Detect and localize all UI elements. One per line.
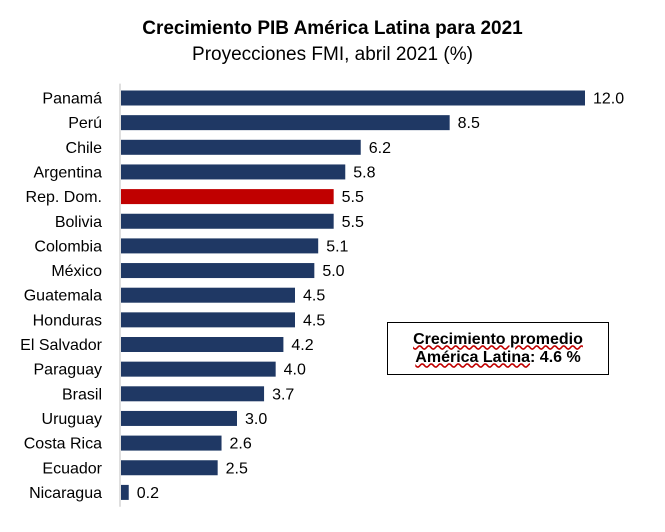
value-label-16: 0.2 xyxy=(137,485,159,502)
bar-5 xyxy=(121,213,334,229)
category-label-11: Paraguay xyxy=(34,362,103,379)
callout-line1: Crecimiento promedio xyxy=(413,330,583,348)
category-label-2: Chile xyxy=(66,140,103,157)
category-label-12: Brasil xyxy=(62,386,102,403)
bar-4 xyxy=(121,189,334,205)
bar-9 xyxy=(121,312,295,328)
category-label-10: El Salvador xyxy=(20,337,102,354)
value-label-14: 2.6 xyxy=(230,436,252,453)
bar-13 xyxy=(121,410,237,426)
callout-line2-value: : 4.6 % xyxy=(530,348,581,366)
bar-8 xyxy=(121,287,295,303)
category-label-3: Argentina xyxy=(34,164,103,181)
category-label-16: Nicaragua xyxy=(29,485,102,502)
callout-line2-region: América Latina xyxy=(415,348,531,366)
chart-title: Crecimiento PIB América Latina para 2021 xyxy=(142,18,523,39)
value-label-11: 4.0 xyxy=(284,362,306,379)
value-label-7: 5.0 xyxy=(322,263,344,280)
chart-subtitle: Proyecciones FMI, abril 2021 (%) xyxy=(192,44,473,65)
value-label-10: 4.2 xyxy=(291,337,313,354)
category-label-15: Ecuador xyxy=(42,460,102,477)
bar-0 xyxy=(121,90,585,106)
category-label-0: Panamá xyxy=(42,91,102,108)
bar-3 xyxy=(121,164,346,180)
category-label-8: Guatemala xyxy=(24,288,102,305)
bar-7 xyxy=(121,263,315,279)
value-label-13: 3.0 xyxy=(245,411,267,428)
category-label-4: Rep. Dom. xyxy=(26,189,102,206)
bar-2 xyxy=(121,139,361,155)
category-label-7: México xyxy=(51,263,102,280)
callout-line2: América Latina: 4.6 % xyxy=(388,349,608,367)
value-label-1: 8.5 xyxy=(458,115,480,132)
bars-group: Panamá 12.0 Perú 8.5 Chile 6.2 Argentina 5.8 Rep… xyxy=(20,83,624,507)
bar-12 xyxy=(121,386,265,402)
value-label-3: 5.8 xyxy=(353,164,375,181)
category-label-1: Perú xyxy=(68,115,102,132)
value-label-6: 5.1 xyxy=(326,238,348,255)
bar-16 xyxy=(121,484,129,500)
bar-11 xyxy=(121,361,276,377)
average-growth-callout: Crecimiento promedio América Latina: 4.6… xyxy=(387,322,609,375)
bar-1 xyxy=(121,115,450,131)
value-label-15: 2.5 xyxy=(226,460,248,477)
value-label-2: 6.2 xyxy=(369,140,391,157)
value-label-9: 4.5 xyxy=(303,312,325,329)
value-label-4: 5.5 xyxy=(342,189,364,206)
category-label-5: Bolivia xyxy=(55,214,102,231)
category-label-14: Costa Rica xyxy=(24,436,102,453)
category-label-13: Uruguay xyxy=(42,411,102,428)
value-label-12: 3.7 xyxy=(272,386,294,403)
bar-14 xyxy=(121,435,222,451)
category-label-6: Colombia xyxy=(34,238,102,255)
bar-15 xyxy=(121,460,218,476)
value-label-0: 12.0 xyxy=(593,91,624,108)
bar-6 xyxy=(121,238,319,254)
bar-10 xyxy=(121,337,284,352)
category-label-9: Honduras xyxy=(33,312,102,329)
value-label-8: 4.5 xyxy=(303,288,325,305)
value-label-5: 5.5 xyxy=(342,214,364,231)
